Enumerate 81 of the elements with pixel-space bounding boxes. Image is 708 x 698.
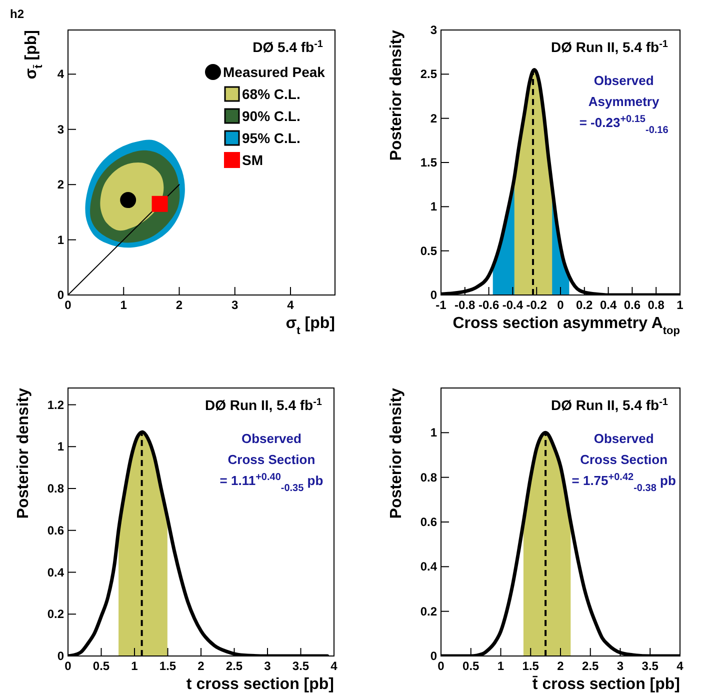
x-tick-label: -0.6 (478, 298, 500, 312)
x-tick-label: -0.8 (454, 298, 476, 312)
y-tick-label: 0.4 (420, 560, 438, 574)
x-tick-label: 4 (676, 659, 684, 673)
legend-label: SM (242, 152, 263, 168)
x-tick-label: 0.6 (624, 298, 641, 312)
annotation: DØ 5.4 fb$^{-1}$ (252, 38, 324, 55)
legend-label: Measured Peak (223, 64, 326, 80)
annotation: Observed (594, 73, 654, 88)
chart-title: h2 (10, 7, 24, 21)
annotation: Asymmetry (588, 94, 660, 109)
y-tick-label: 0.6 (47, 523, 64, 538)
legend-label: 90% C.L. (242, 108, 300, 124)
x-axis-title: t cross section [pb] (186, 676, 334, 693)
x-tick-label: 3 (616, 659, 624, 673)
annotation: Observed (242, 431, 302, 446)
x-axis-title: σ$_{t}$ [pb] (286, 315, 335, 337)
x-tick-label: 2 (198, 659, 205, 673)
y-tick-label: 0 (430, 649, 438, 663)
x-tick-label: 0.4 (600, 298, 617, 312)
y-tick-label: 3 (430, 23, 438, 37)
y-tick-label: 0.2 (420, 604, 438, 618)
x-tick-label: 1 (497, 659, 504, 673)
x-tick-label: 3 (264, 659, 272, 673)
y-tick-label: 3 (57, 122, 64, 136)
x-tick-label: 2.5 (226, 659, 243, 673)
y-tick-label: 2 (57, 178, 64, 192)
x-axis-title: t̄ cross section [pb] (532, 676, 680, 693)
x-tick-label: 1 (131, 659, 138, 673)
y-tick-label: 0 (430, 288, 438, 302)
annotation: DØ Run II, 5.4 fb$^{-1}$ (550, 396, 668, 413)
x-tick-label: 1.5 (522, 659, 540, 673)
y-axis-title: Posterior density (388, 388, 405, 519)
annotation: DØ Run II, 5.4 fb$^{-1}$ (550, 38, 668, 55)
y-tick-label: 0 (57, 288, 64, 302)
y-tick-label: 0.8 (47, 482, 64, 496)
x-tick-label: 1.5 (159, 659, 176, 673)
annotation: Observed (594, 431, 654, 446)
y-tick-label: 4 (57, 67, 64, 82)
x-tick-label: 2 (557, 659, 564, 673)
x-tick-label: 4 (330, 659, 338, 673)
y-tick-label: 1.2 (47, 398, 64, 412)
y-tick-label: 0 (57, 649, 64, 663)
y-tick-label: 0.6 (420, 515, 438, 529)
x-axis-title: Cross section asymmetry A$_{top}$ (452, 315, 680, 337)
x-tick-label: 3.5 (292, 659, 310, 673)
x-tick-label: 3.5 (642, 659, 659, 673)
y-axis-title: Posterior density (388, 30, 405, 161)
annotation: Cross Section (228, 452, 316, 467)
legend-label: 95% C.L. (242, 130, 300, 146)
y-tick-label: 0.8 (420, 470, 438, 484)
y-tick-label: 0.5 (420, 244, 438, 258)
y-tick-label: 1 (430, 200, 438, 214)
x-tick-label: 0.5 (92, 659, 110, 673)
x-tick-label: 2 (176, 298, 183, 312)
y-tick-label: 1 (57, 232, 64, 247)
x-tick-label: 0.5 (462, 659, 480, 673)
y-tick-label: 2 (430, 111, 438, 126)
x-tick-label: 0.8 (648, 298, 665, 312)
x-tick-label: 3 (232, 298, 239, 312)
x-tick-label: -1 (436, 298, 447, 312)
x-tick-label: 1 (676, 298, 684, 312)
y-tick-label: 0.2 (47, 607, 64, 622)
y-axis-title: Posterior density (15, 388, 32, 519)
annotation: = 1.11$^{+0.40}$$_{-0.35}$ pb (220, 472, 324, 494)
x-tick-label: -0.2 (526, 298, 548, 312)
y-tick-label: 2.5 (420, 67, 438, 82)
y-tick-label: 1.5 (420, 156, 438, 170)
legend-label: 68% C.L. (242, 86, 300, 102)
annotation: Cross Section (580, 452, 668, 467)
x-tick-label: 2.5 (582, 659, 600, 673)
y-tick-label: 1 (430, 426, 438, 440)
x-tick-label: 4 (287, 298, 294, 312)
y-tick-label: 0.4 (47, 565, 64, 580)
annotation: = 1.75$^{+0.42}$$_{-0.38}$ pb (572, 472, 676, 494)
x-tick-label: 0.2 (576, 298, 594, 312)
x-tick-label: 1 (120, 298, 128, 312)
x-tick-label: -0.4 (502, 298, 524, 312)
annotation: DØ Run II, 5.4 fb$^{-1}$ (204, 396, 322, 413)
x-tick-label: 0 (557, 298, 564, 312)
y-tick-label: 1 (57, 440, 64, 454)
